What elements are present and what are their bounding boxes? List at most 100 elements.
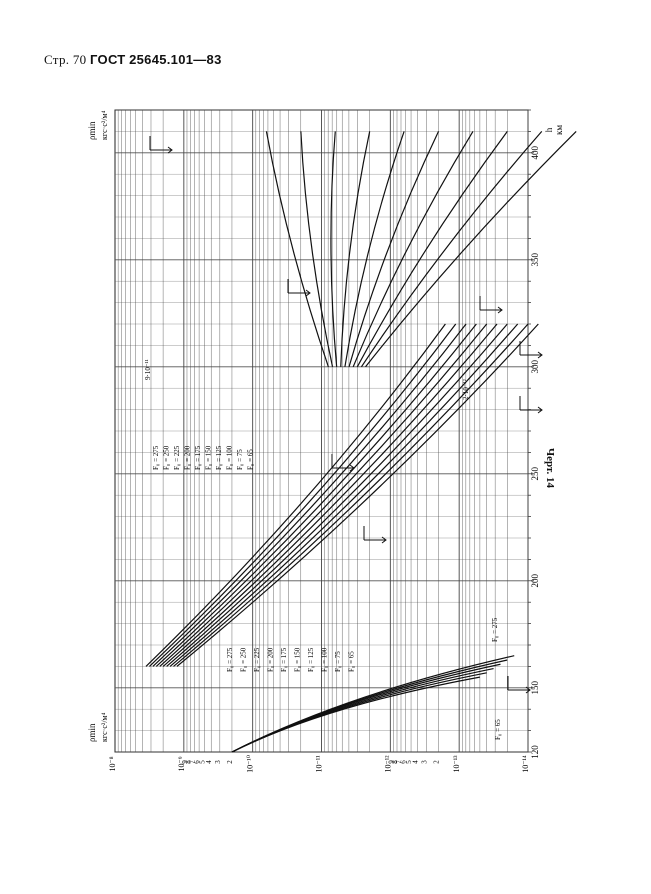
direction-arrow: [519, 341, 543, 359]
decade-label: 10⁻¹⁴: [521, 755, 530, 773]
decade-label: 10⁻¹²: [383, 755, 392, 773]
scale-mark: 9·10⁻¹¹: [144, 359, 152, 380]
page-prefix: Стр.: [44, 52, 70, 67]
subtick-label: 7: [395, 760, 403, 764]
low-curve: [231, 672, 487, 753]
series-label-middle: F₀ = 150: [294, 647, 302, 672]
series-label-middle: F₀ = 175: [280, 647, 288, 672]
series-label-low: F₀ = 65: [494, 719, 502, 740]
direction-arrow: [507, 676, 531, 694]
series-label-upper: F₀ = 75: [236, 449, 244, 470]
y-axis-unit-top: кгс·с²/м⁴: [100, 110, 109, 140]
x-tick-label: 150: [530, 681, 540, 695]
upper-curve: [265, 131, 329, 367]
x-tick-label: 120: [530, 745, 540, 759]
y-axis-label: ρmin: [87, 723, 97, 742]
middle-curve: [155, 323, 477, 667]
page-number: 70: [72, 52, 87, 67]
upper-curve: [365, 130, 577, 368]
upper-curve: [348, 131, 440, 367]
middle-curve: [176, 323, 539, 667]
direction-arrow: [149, 136, 173, 154]
direction-arrow: [479, 296, 503, 314]
direction-arrow: [331, 454, 355, 472]
series-label-upper: F₀ = 225: [173, 445, 181, 470]
standard-name: ГОСТ: [90, 52, 126, 67]
subtick-label: 9: [181, 760, 189, 764]
subtick-label: 5: [405, 760, 413, 764]
series-label-middle: F₀ = 75: [334, 651, 342, 672]
series-label-middle: F₀ = 225: [253, 647, 261, 672]
subtick-label: 9: [387, 760, 395, 764]
upper-curve: [356, 131, 508, 368]
series-label-low: F₀ = 275: [491, 617, 499, 642]
x-tick-label: 300: [530, 360, 540, 374]
subtick-label: 4: [412, 760, 420, 764]
x-axis-label-top: h: [544, 127, 554, 132]
series-label-upper: F₀ = 150: [205, 445, 213, 470]
decade-label: 10⁻¹¹: [315, 755, 324, 773]
series-label-upper: F₀ = 100: [226, 445, 234, 470]
x-axis-label-bottom: км: [554, 125, 564, 135]
series-label-upper: F₀ = 125: [215, 445, 223, 470]
scale-mark: 2·10⁻¹²: [462, 379, 470, 400]
middle-curve: [169, 323, 519, 667]
subtick-label: 3: [420, 760, 428, 764]
upper-curve: [344, 131, 405, 367]
decade-label: 10⁻⁹: [177, 756, 186, 771]
subtick-label: 7: [188, 760, 196, 764]
chart-grid: [114, 109, 534, 753]
y-axis-unit: кгс·с²/м⁴: [100, 712, 109, 742]
x-tick-label: 200: [530, 574, 540, 588]
series-label-middle: F₀ = 125: [307, 647, 315, 672]
series-label-middle: F₀ = 200: [267, 647, 275, 672]
middle-curve: [145, 323, 446, 667]
decade-label: 10⁻¹⁰: [246, 755, 255, 773]
upper-curve: [330, 131, 338, 367]
low-curve: [231, 676, 480, 753]
series-label-upper: F₀ = 275: [152, 445, 160, 470]
subtick-label: 5: [199, 760, 207, 764]
middle-curve: [162, 323, 498, 667]
direction-arrow: [287, 279, 311, 297]
page-header: Стр. 70 ГОСТ 25645.101—83: [44, 52, 222, 68]
subtick-label: 2: [432, 760, 440, 764]
low-curve: [231, 667, 494, 753]
standard-number: 25645.101—83: [129, 52, 222, 67]
middle-curve: [166, 323, 508, 667]
series-label-upper: F₀ = 65: [247, 449, 255, 470]
middle-curve: [152, 323, 467, 667]
subtick-label: 2: [226, 760, 234, 764]
figure-caption: Черт. 14: [544, 448, 556, 489]
series-label-middle: F₀ = 65: [348, 651, 356, 672]
subtick-label: 4: [205, 760, 213, 764]
x-tick-label: 250: [530, 467, 540, 481]
direction-arrow: [519, 396, 543, 414]
direction-arrow: [363, 526, 387, 544]
series-label-middle: F₀ = 250: [240, 647, 248, 672]
subtick-label: 6: [400, 760, 408, 764]
chart-curves: [145, 130, 577, 753]
upper-curve: [352, 131, 474, 368]
low-curve: [231, 663, 501, 753]
decade-label: 10⁻¹³: [452, 755, 461, 773]
middle-curve: [159, 323, 488, 667]
subtick-label: 8: [185, 760, 193, 764]
series-label-middle: F₀ = 100: [321, 647, 329, 672]
middle-curve: [173, 323, 529, 667]
subtick-label: 6: [193, 760, 201, 764]
upper-curve: [360, 131, 543, 368]
decade-label: 10⁻⁸: [108, 756, 117, 771]
series-label-middle: F₀ = 275: [226, 647, 234, 672]
chart-labels: 120 150 200 250 300 350 400 h км 10⁻⁸ 10⁻⁹ 10⁻¹⁰ 10⁻…: [87, 110, 564, 773]
subtick-label: 8: [391, 760, 399, 764]
subtick-label: 3: [214, 760, 222, 764]
middle-curve: [149, 323, 457, 667]
series-label-upper: F₀ = 250: [163, 445, 171, 470]
y-axis-label-top: ρmin: [87, 121, 97, 140]
series-label-upper: F₀ = 200: [184, 445, 192, 470]
x-tick-label: 350: [530, 253, 540, 267]
upper-curve: [340, 131, 371, 367]
x-tick-label: 400: [530, 146, 540, 160]
